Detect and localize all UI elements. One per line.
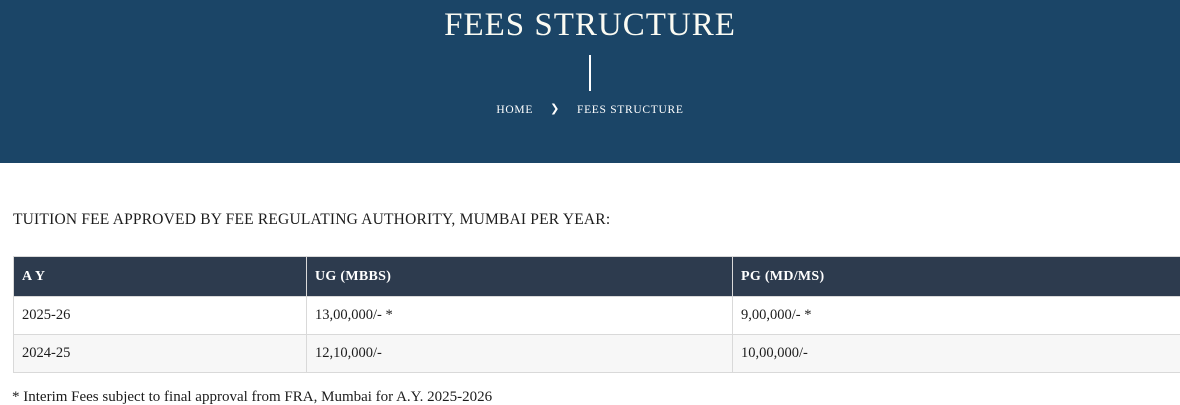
title-divider [589, 55, 591, 91]
table-header-row: A Y UG (MBBS) PG (MD/MS) [13, 256, 1180, 297]
column-header-ay: A Y [13, 256, 307, 297]
footnote: * Interim Fees subject to final approval… [12, 389, 493, 405]
breadcrumb: HOME ❯ FEES STRUCTURE [0, 102, 1180, 116]
cell-ug-fee: 12,10,000/- [306, 334, 733, 373]
cell-year: 2025-26 [13, 296, 307, 335]
cell-pg-fee: 10,00,000/- [732, 334, 1180, 373]
cell-ug-fee: 13,00,000/- * [306, 296, 733, 335]
section-heading: TUITION FEE APPROVED BY FEE REGULATING A… [13, 211, 611, 228]
breadcrumb-current: FEES STRUCTURE [576, 103, 684, 116]
breadcrumb-home-link[interactable]: HOME [496, 103, 534, 116]
table-row: 2024-25 12,10,000/- 10,00,000/- [13, 334, 1180, 373]
page-title: FEES STRUCTURE [444, 7, 736, 43]
hero-banner: FEES STRUCTURE HOME ❯ FEES STRUCTURE [0, 0, 1180, 163]
table-row: 2025-26 13,00,000/- * 9,00,000/- * [13, 296, 1180, 335]
column-header-ug: UG (MBBS) [306, 256, 733, 297]
chevron-right-icon: ❯ [550, 102, 560, 115]
cell-pg-fee: 9,00,000/- * [732, 296, 1180, 335]
cell-year: 2024-25 [13, 334, 307, 373]
fees-table: A Y UG (MBBS) PG (MD/MS) 2025-26 13,00,0… [13, 256, 1180, 373]
main-content: TUITION FEE APPROVED BY FEE REGULATING A… [0, 163, 1180, 405]
column-header-pg: PG (MD/MS) [732, 256, 1180, 297]
